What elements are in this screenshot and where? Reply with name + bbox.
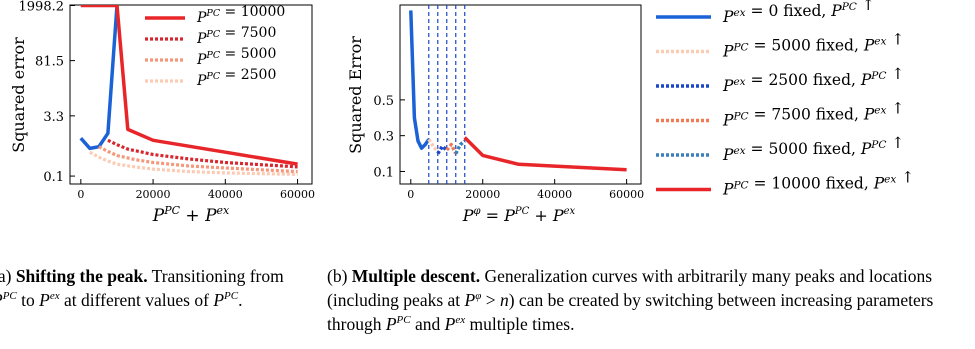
b-ytick-label: 0.1 [373, 165, 394, 180]
b-legend-label: Pex = 2500 fixed, PPC ↑ [722, 65, 904, 95]
a-series-line [80, 5, 298, 166]
b-legend-label: Pex = 5000 fixed, PPC ↑ [722, 134, 904, 164]
chart-b-frame [399, 4, 642, 185]
b-series-line [436, 144, 448, 155]
b-series-line [427, 138, 440, 153]
chart-b: 0.10.30.50 20000 40000 60000 Squared Error … [346, 0, 914, 225]
chart-a: 0.1 3.3 81.5 1998.2 0 20000 40000 60000 Squared… [9, 0, 315, 226]
a-legend-label: PPC = 10000 [196, 4, 285, 26]
a-xtick-label: 60000 [280, 188, 315, 201]
b-xtick-label: 60000 [609, 188, 644, 201]
chart-b-legend: Pex = 0 fixed, PPC ↑ PPC = 5000 fixed, Pe… [656, 0, 914, 199]
b-legend-label: PPC = 7500 fixed, Pex ↑ [722, 100, 904, 130]
b-ytick-label: 0.3 [373, 130, 394, 145]
b-ytick-label: 0.5 [373, 94, 394, 109]
a-xtick-label: 40000 [208, 188, 243, 201]
b-legend-label: PPC = 10000 fixed, Pex ↑ [722, 169, 914, 199]
b-series-line [454, 139, 466, 155]
a-legend-label: PPC = 2500 [196, 67, 276, 89]
b-series-line [445, 142, 458, 155]
b-legend-label: PPC = 5000 fixed, Pex ↑ [722, 31, 904, 61]
caption-a-text: Transitioning from PPC to Pex at differe… [0, 266, 284, 310]
chart-a-xlabel: PPC + Pex [152, 204, 230, 226]
b-xtick-label: 0 [407, 188, 414, 201]
a-ytick-label: 81.5 [35, 55, 64, 70]
a-xtick-label: 20000 [136, 188, 171, 201]
b-xtick-label: 20000 [465, 188, 500, 201]
a-legend-label: PPC = 5000 [196, 46, 276, 68]
chart-b-ylabel: Squared Error [346, 36, 365, 154]
figure-canvas: 0.1 3.3 81.5 1998.2 0 20000 40000 60000 Squared… [9, 0, 914, 226]
a-series-line [98, 145, 298, 174]
a-series-line [107, 138, 298, 169]
caption-b-prefix: (b) [327, 266, 352, 286]
b-series-line [409, 10, 431, 150]
caption-a: (a) Shifting the peak. Transitioning fro… [0, 266, 308, 310]
b-xtick-label: 40000 [537, 188, 572, 201]
chart-b-xlabel: Pφ = PPC + Pex [462, 206, 576, 225]
caption-b: (b) Multiple descent. Generalization cur… [327, 266, 967, 334]
a-ytick-label: 3.3 [43, 110, 64, 125]
a-series-line [89, 150, 298, 176]
chart-a-frame [69, 4, 313, 185]
caption-b-text: Generalization curves with arbitrarily m… [327, 266, 934, 334]
b-series-line [463, 136, 627, 172]
caption-a-bold: Shifting the peak. [15, 266, 148, 286]
a-series-line [79, 5, 119, 151]
chart-a-ylabel: Squared error [9, 37, 28, 153]
a-xtick-label: 0 [77, 188, 84, 201]
caption-a-prefix: (a) [0, 266, 12, 286]
b-legend-label: Pex = 0 fixed, PPC ↑ [722, 0, 875, 26]
caption-b-bold: Multiple descent. [351, 266, 481, 286]
a-legend-label: PPC = 7500 [196, 25, 276, 47]
a-ytick-label: 0.1 [43, 170, 64, 185]
a-ytick-label: 1998.2 [19, 0, 65, 15]
